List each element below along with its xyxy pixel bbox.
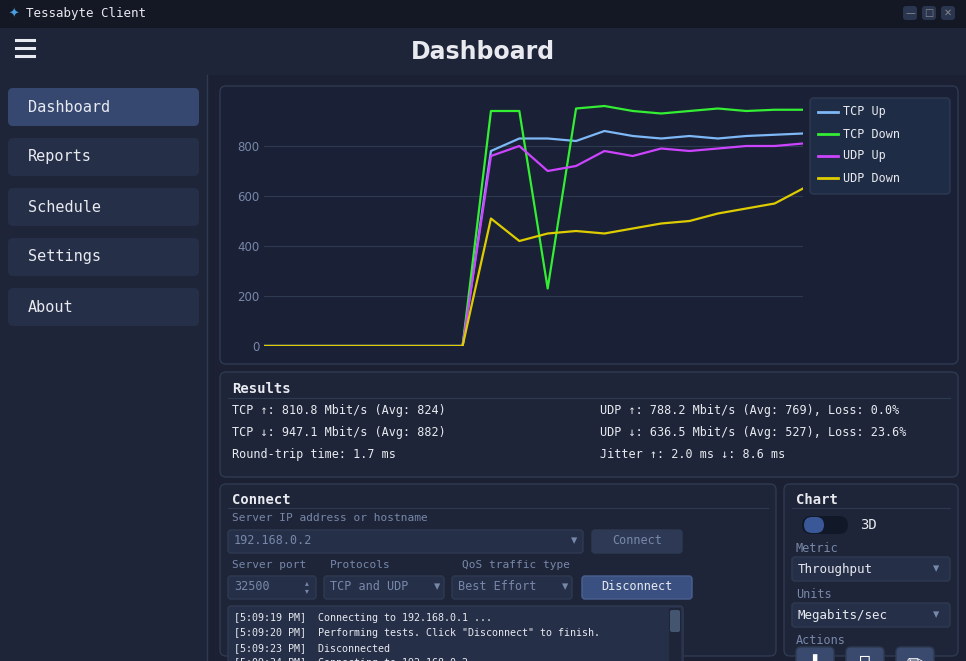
Text: Settings: Settings xyxy=(28,249,101,264)
Text: —: — xyxy=(905,8,915,18)
FancyBboxPatch shape xyxy=(669,608,681,661)
Text: Server port: Server port xyxy=(232,560,306,570)
Text: [5:09:23 PM]  Disconnected: [5:09:23 PM] Disconnected xyxy=(234,643,390,653)
FancyBboxPatch shape xyxy=(8,288,199,326)
Text: ⧉: ⧉ xyxy=(859,654,871,661)
Text: ✦: ✦ xyxy=(9,7,19,20)
Text: Results: Results xyxy=(232,382,291,396)
Text: UDP ↓: 636.5 Mbit/s (Avg: 527), Loss: 23.6%: UDP ↓: 636.5 Mbit/s (Avg: 527), Loss: 23… xyxy=(600,426,906,439)
Text: Reports: Reports xyxy=(28,149,92,165)
FancyBboxPatch shape xyxy=(903,6,917,20)
Text: UDP ↑: 788.2 Mbit/s (Avg: 769), Loss: 0.0%: UDP ↑: 788.2 Mbit/s (Avg: 769), Loss: 0.… xyxy=(600,404,899,417)
FancyBboxPatch shape xyxy=(228,606,683,661)
FancyBboxPatch shape xyxy=(670,610,680,632)
Bar xyxy=(0,0,966,28)
Text: ▾: ▾ xyxy=(434,580,440,594)
Text: Best Effort: Best Effort xyxy=(458,580,536,594)
Text: ▾: ▾ xyxy=(933,609,939,621)
Text: 192.168.0.2: 192.168.0.2 xyxy=(234,535,312,547)
FancyBboxPatch shape xyxy=(8,138,199,176)
FancyBboxPatch shape xyxy=(220,86,958,364)
Text: Tessabyte Client: Tessabyte Client xyxy=(26,7,146,20)
Text: TCP Up: TCP Up xyxy=(843,106,886,118)
Text: 3D: 3D xyxy=(860,518,877,532)
Text: TCP Down: TCP Down xyxy=(843,128,900,141)
FancyBboxPatch shape xyxy=(810,98,950,194)
Bar xyxy=(0,75,207,661)
Text: ▾: ▾ xyxy=(571,535,577,547)
Text: About: About xyxy=(28,299,73,315)
Text: ✕: ✕ xyxy=(944,8,952,18)
Text: ▾: ▾ xyxy=(562,580,568,594)
FancyBboxPatch shape xyxy=(792,557,950,581)
Text: Metric: Metric xyxy=(796,542,838,555)
FancyBboxPatch shape xyxy=(846,647,884,661)
FancyBboxPatch shape xyxy=(452,576,572,599)
Text: ▾: ▾ xyxy=(305,586,309,596)
Text: Schedule: Schedule xyxy=(28,200,101,215)
FancyBboxPatch shape xyxy=(8,188,199,226)
Text: ▴: ▴ xyxy=(305,578,309,588)
FancyBboxPatch shape xyxy=(941,6,955,20)
Text: [5:09:20 PM]  Performing tests. Click "Disconnect" to finish.: [5:09:20 PM] Performing tests. Click "Di… xyxy=(234,628,600,638)
Text: 32500: 32500 xyxy=(234,580,270,594)
Text: UDP Down: UDP Down xyxy=(843,171,900,184)
FancyBboxPatch shape xyxy=(804,517,824,533)
Text: UDP Up: UDP Up xyxy=(843,149,886,163)
Text: ✏: ✏ xyxy=(907,654,923,661)
FancyBboxPatch shape xyxy=(8,88,199,126)
Text: □: □ xyxy=(924,8,933,18)
Text: Dashboard: Dashboard xyxy=(411,40,555,64)
Text: TCP and UDP: TCP and UDP xyxy=(330,580,409,594)
Text: ⬇: ⬇ xyxy=(807,654,823,661)
FancyBboxPatch shape xyxy=(592,530,682,553)
Text: TCP ↑: 810.8 Mbit/s (Avg: 824): TCP ↑: 810.8 Mbit/s (Avg: 824) xyxy=(232,404,445,417)
Text: Round-trip time: 1.7 ms: Round-trip time: 1.7 ms xyxy=(232,448,396,461)
FancyBboxPatch shape xyxy=(896,647,934,661)
FancyBboxPatch shape xyxy=(796,647,834,661)
Text: Megabits/sec: Megabits/sec xyxy=(798,609,888,621)
Text: Connect: Connect xyxy=(612,535,662,547)
FancyBboxPatch shape xyxy=(784,484,958,656)
Text: Dashboard: Dashboard xyxy=(28,100,110,114)
Text: Units: Units xyxy=(796,588,832,601)
Text: Connect: Connect xyxy=(232,493,291,507)
Text: Server IP address or hostname: Server IP address or hostname xyxy=(232,513,428,523)
Text: Disconnect: Disconnect xyxy=(602,580,672,594)
FancyBboxPatch shape xyxy=(582,576,692,599)
FancyBboxPatch shape xyxy=(324,576,444,599)
Text: Jitter ↑: 2.0 ms ↓: 8.6 ms: Jitter ↑: 2.0 ms ↓: 8.6 ms xyxy=(600,448,785,461)
Text: QoS traffic type: QoS traffic type xyxy=(462,560,570,570)
Text: Throughput: Throughput xyxy=(798,563,873,576)
FancyBboxPatch shape xyxy=(802,516,848,534)
FancyBboxPatch shape xyxy=(792,603,950,627)
Text: TCP ↓: 947.1 Mbit/s (Avg: 882): TCP ↓: 947.1 Mbit/s (Avg: 882) xyxy=(232,426,445,439)
Bar xyxy=(0,28,966,75)
FancyBboxPatch shape xyxy=(228,530,583,553)
Text: ▾: ▾ xyxy=(933,563,939,576)
FancyBboxPatch shape xyxy=(8,238,199,276)
Text: Protocols: Protocols xyxy=(330,560,391,570)
Text: Chart: Chart xyxy=(796,493,838,507)
FancyBboxPatch shape xyxy=(922,6,936,20)
Text: [5:09:19 PM]  Connecting to 192.168.0.1 ...: [5:09:19 PM] Connecting to 192.168.0.1 .… xyxy=(234,613,492,623)
Text: [5:09:34 PM]  Connecting to 192.168.0.2 ...: [5:09:34 PM] Connecting to 192.168.0.2 .… xyxy=(234,658,492,661)
FancyBboxPatch shape xyxy=(228,576,316,599)
FancyBboxPatch shape xyxy=(220,484,776,656)
Text: Actions: Actions xyxy=(796,634,846,647)
FancyBboxPatch shape xyxy=(220,372,958,477)
